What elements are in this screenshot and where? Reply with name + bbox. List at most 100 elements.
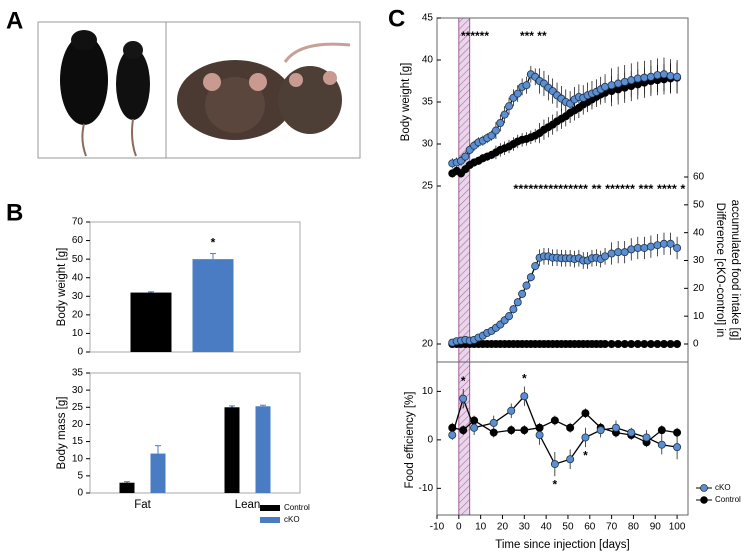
- y-tick-label: 40: [72, 272, 84, 283]
- y-tick-label: 10: [72, 328, 84, 339]
- data-point: [666, 239, 675, 248]
- y-axis-label: Body mass [g]: [56, 397, 68, 470]
- bar: [119, 482, 135, 493]
- data-point: [601, 252, 610, 261]
- data-point: [566, 455, 575, 464]
- data-point: [620, 339, 629, 348]
- series-line: [451, 395, 678, 465]
- data-point: [566, 423, 575, 432]
- data-point: [596, 426, 605, 435]
- y-tick-label: 35: [422, 97, 434, 108]
- data-point: [531, 262, 540, 271]
- data-point: [489, 418, 498, 427]
- data-point: [607, 81, 616, 90]
- data-point: [653, 339, 662, 348]
- y2-tick-label: 20: [693, 283, 705, 294]
- panel-label: C: [388, 5, 405, 32]
- data-point: [522, 281, 531, 290]
- photo-panel: [37, 21, 361, 159]
- legend-label: cKO: [284, 515, 300, 524]
- data-point: [601, 82, 610, 91]
- data-point: [673, 243, 682, 252]
- y-tick-label: 0: [427, 435, 433, 446]
- data-point: [657, 426, 666, 435]
- y-tick-label: 50: [72, 254, 84, 265]
- data-point: [659, 239, 668, 248]
- data-point: [520, 392, 529, 401]
- data-point: [487, 131, 496, 140]
- y-tick-label: 25: [72, 402, 84, 413]
- x-tick-label: 10: [475, 522, 487, 533]
- x-tick-label: 70: [606, 522, 618, 533]
- y-tick-label: 70: [72, 217, 84, 228]
- data-point: [601, 339, 610, 348]
- significance: *************** ** ****** *** **** *: [513, 182, 685, 196]
- x-tick-label: 80: [628, 522, 640, 533]
- data-point: [607, 249, 616, 258]
- data-point: [666, 71, 675, 80]
- data-point: [507, 426, 516, 435]
- plot-frame: [436, 361, 689, 516]
- data-point: [646, 72, 655, 81]
- data-point: [620, 248, 629, 257]
- data-point: [513, 298, 522, 307]
- significance: *** **: [520, 29, 547, 43]
- significance: *: [211, 236, 216, 250]
- data-point: [614, 79, 623, 88]
- bar: [255, 406, 271, 493]
- legend-label: cKO: [715, 483, 731, 492]
- y2-tick-label: 60: [693, 172, 705, 183]
- data-point: [627, 339, 636, 348]
- y-axis-label: Body weight [g]: [56, 248, 68, 327]
- y-tick-label: 20: [72, 309, 84, 320]
- data-point: [659, 70, 668, 79]
- y2-axis-label: accumulated food intake [g]: [729, 200, 741, 341]
- y-tick-label: 30: [72, 291, 84, 302]
- data-point: [470, 423, 479, 432]
- data-point: [627, 76, 636, 85]
- y-tick-label: 0: [77, 488, 83, 499]
- data-point: [550, 416, 559, 425]
- data-point: [500, 110, 509, 119]
- data-point: [666, 339, 675, 348]
- data-point: [526, 273, 535, 282]
- x-tick-label: -10: [430, 522, 445, 533]
- data-point: [461, 152, 470, 161]
- legend-label: Control: [715, 495, 741, 504]
- data-point: [520, 426, 529, 435]
- y-tick-label: 10: [422, 386, 434, 397]
- significance: *: [553, 477, 558, 491]
- significance: *: [583, 448, 588, 462]
- y2-tick-label: 0: [693, 339, 699, 350]
- y-tick-label: 20: [72, 419, 84, 430]
- data-point: [640, 73, 649, 82]
- data-point: [673, 339, 682, 348]
- legend-swatch: [260, 517, 280, 523]
- data-point: [505, 102, 514, 111]
- significance: *: [522, 372, 527, 386]
- data-point: [659, 339, 668, 348]
- data-point: [642, 433, 651, 442]
- panel-label: B: [6, 199, 23, 226]
- x-axis-label: Time since injection [days]: [495, 539, 629, 551]
- data-point: [611, 423, 620, 432]
- data-point: [640, 243, 649, 252]
- data-point: [653, 71, 662, 80]
- data-point: [614, 339, 623, 348]
- data-point: [496, 119, 505, 128]
- y-axis-label: Body weight [g]: [400, 63, 412, 142]
- data-point: [657, 440, 666, 449]
- y-axis-label: Food efficiency [%]: [404, 392, 416, 489]
- data-point: [614, 248, 623, 257]
- data-point: [640, 339, 649, 348]
- data-point: [507, 406, 516, 415]
- data-point: [620, 77, 629, 86]
- y-tick-label: 60: [72, 235, 84, 246]
- data-point: [581, 433, 590, 442]
- data-point: [627, 428, 636, 437]
- x-tick-label: 90: [650, 522, 662, 533]
- series-line: [452, 412, 678, 444]
- data-point: [448, 431, 457, 440]
- bar: [224, 407, 240, 493]
- x-tick-label: 40: [541, 522, 553, 533]
